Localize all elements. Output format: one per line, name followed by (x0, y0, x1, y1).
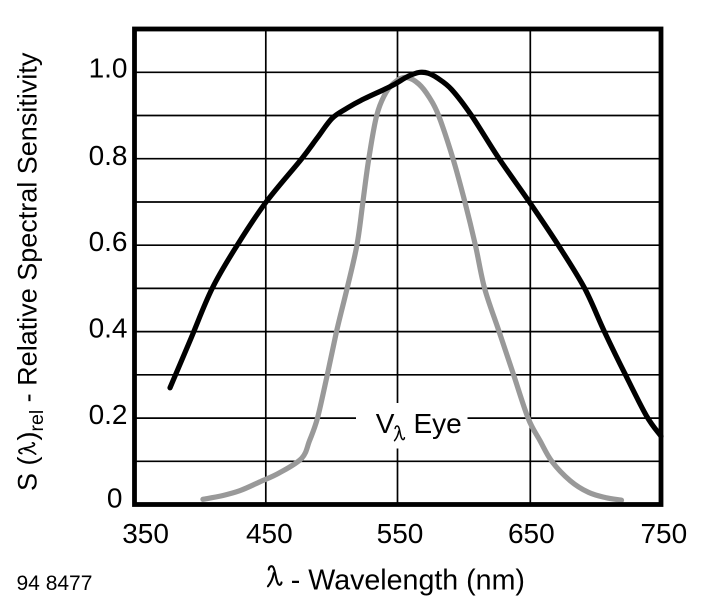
svg-text:1.0: 1.0 (89, 53, 128, 84)
svg-text:650: 650 (508, 518, 555, 549)
svg-text:0.6: 0.6 (89, 226, 128, 257)
svg-text:S ()rel - Relative Spectral Se: S ()rel - Relative Spectral Sensitivity (12, 52, 48, 491)
svg-text:94 8477: 94 8477 (17, 572, 93, 595)
svg-text:Eye: Eye (414, 408, 462, 439)
svg-text:550: 550 (377, 518, 424, 549)
svg-text:750: 750 (640, 518, 687, 549)
svg-text:0.4: 0.4 (89, 313, 128, 344)
svg-text:350: 350 (122, 518, 169, 549)
svg-text:0.2: 0.2 (89, 399, 128, 430)
svg-text:450: 450 (246, 518, 293, 549)
svg-text:- Wavelength (nm): - Wavelength (nm) (291, 564, 525, 596)
svg-text:V: V (376, 408, 395, 439)
svg-text:0: 0 (107, 482, 123, 513)
svg-text:0.8: 0.8 (89, 140, 128, 171)
